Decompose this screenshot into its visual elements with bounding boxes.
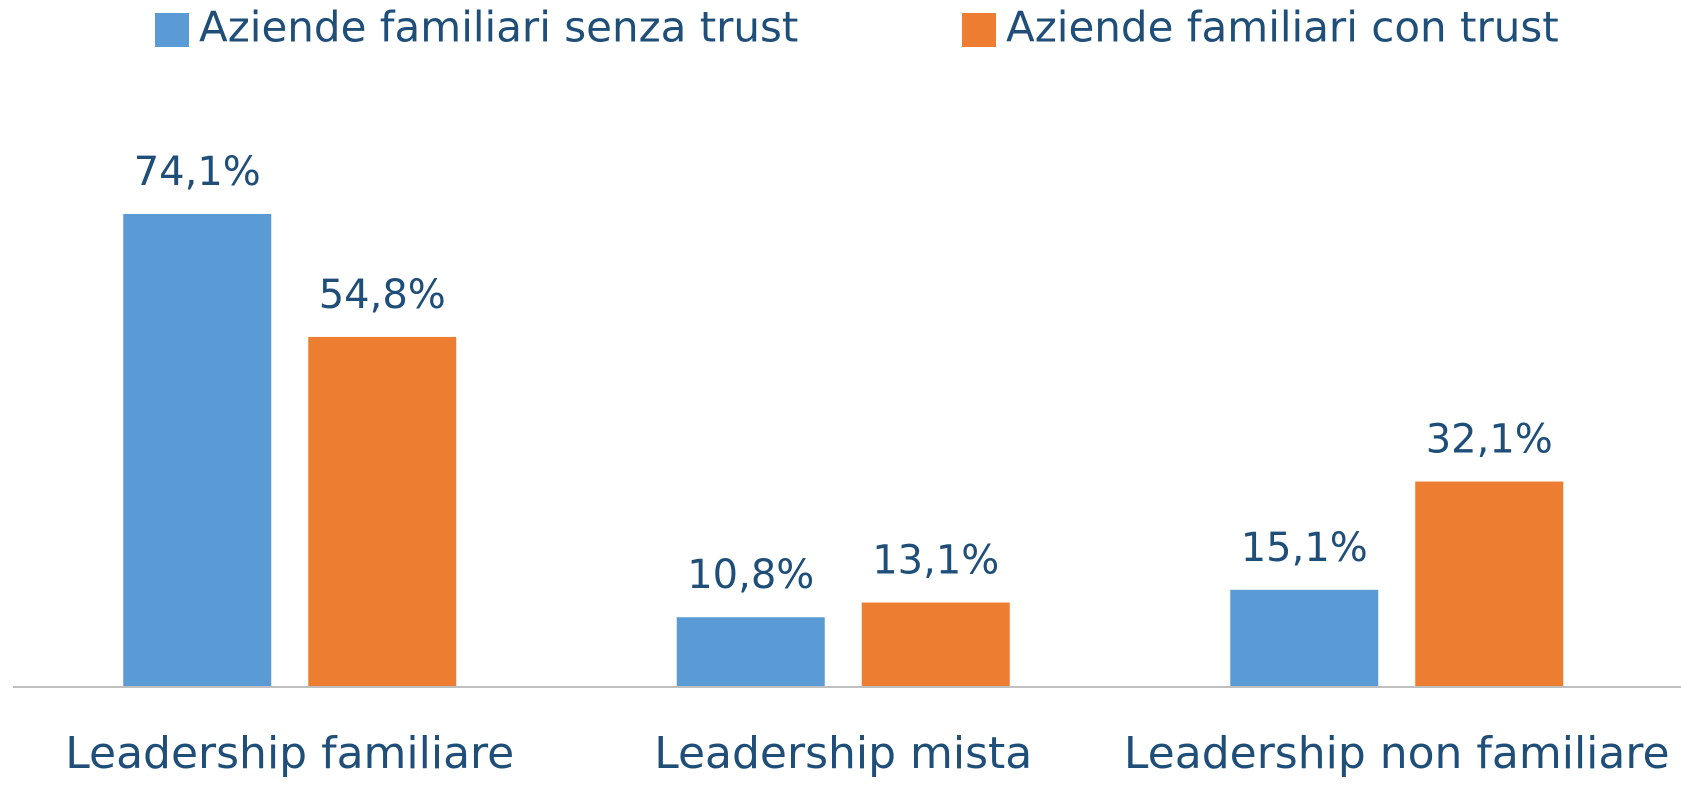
legend-label: Aziende familiari con trust [1006,3,1559,52]
data-label: 74,1% [134,149,261,195]
bar [676,617,825,686]
bar [1230,589,1379,686]
x-tick-label: Leadership non familiare [1124,728,1670,779]
legend-label: Aziende familiari senza trust [199,3,798,52]
bar [123,214,272,686]
bar [308,336,457,686]
bar [861,602,1010,686]
data-label: 32,1% [1426,417,1553,463]
legend-swatch [962,13,996,47]
data-label: 54,8% [319,272,446,318]
data-label: 10,8% [687,552,814,598]
data-label: 13,1% [872,538,999,584]
data-label: 15,1% [1241,525,1368,571]
x-tick-label: Leadership familiare [65,728,514,779]
legend-swatch [155,13,189,47]
x-tick-label: Leadership mista [654,728,1032,779]
bar [1415,481,1564,686]
